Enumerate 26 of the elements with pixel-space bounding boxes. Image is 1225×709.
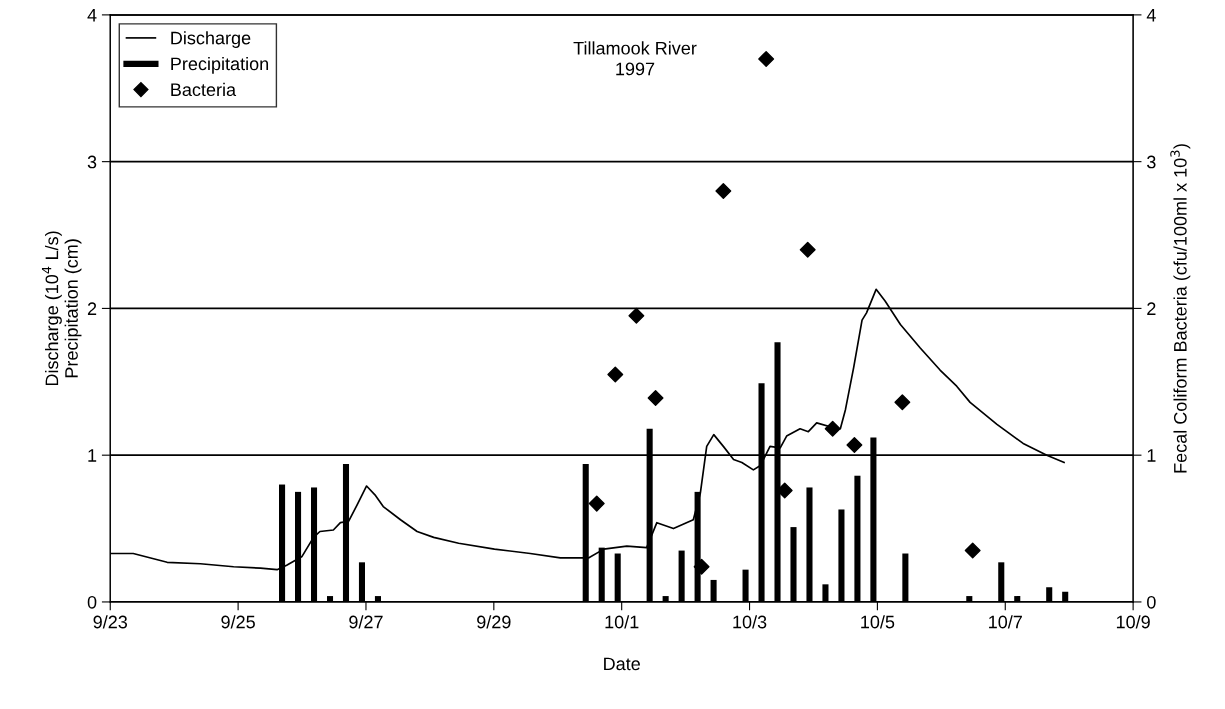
y2-tick-label: 4	[1146, 9, 1156, 22]
x-tick-label: 9/29	[477, 615, 511, 629]
legend-label: Bacteria	[171, 82, 237, 97]
x-tick-label: 10/3	[733, 615, 767, 629]
y-tick-label: 2	[87, 302, 97, 315]
y-tick-label: 1	[88, 449, 97, 462]
x-tick-label: 10/1	[605, 615, 639, 629]
x-tick-label: 9/25	[221, 615, 255, 629]
x-tick-label: 10/7	[989, 615, 1022, 629]
y2-tick-label: 1	[1147, 449, 1156, 462]
annotation: Tillamook River 1997	[573, 41, 697, 76]
x-tick-label: 10/5	[861, 615, 895, 629]
y-tick-label: 4	[87, 9, 97, 22]
x-tick-label: 9/23	[93, 615, 128, 629]
legend-label: Precipitation	[171, 57, 269, 74]
y-tick-label: 0	[87, 595, 97, 609]
y-tick-label: 3	[87, 155, 97, 169]
y-axis-title: Discharge (10$^{4}$ L/s) Precipitation (cm)	[41, 231, 82, 386]
y2-tick-label: 3	[1147, 155, 1156, 169]
y2-axis-title: Fecal Coliform Bacteria (cfu/100ml x 10$^{3}$)	[1170, 144, 1191, 473]
x-tick-label: 9/27	[349, 615, 383, 629]
y2-tick-label: 0	[1147, 595, 1156, 609]
y2-tick-label: 2	[1147, 302, 1156, 315]
legend-label: Discharge	[171, 31, 251, 48]
x-axis-title: Date	[604, 657, 640, 671]
x-tick-label: 10/9	[1116, 615, 1150, 629]
